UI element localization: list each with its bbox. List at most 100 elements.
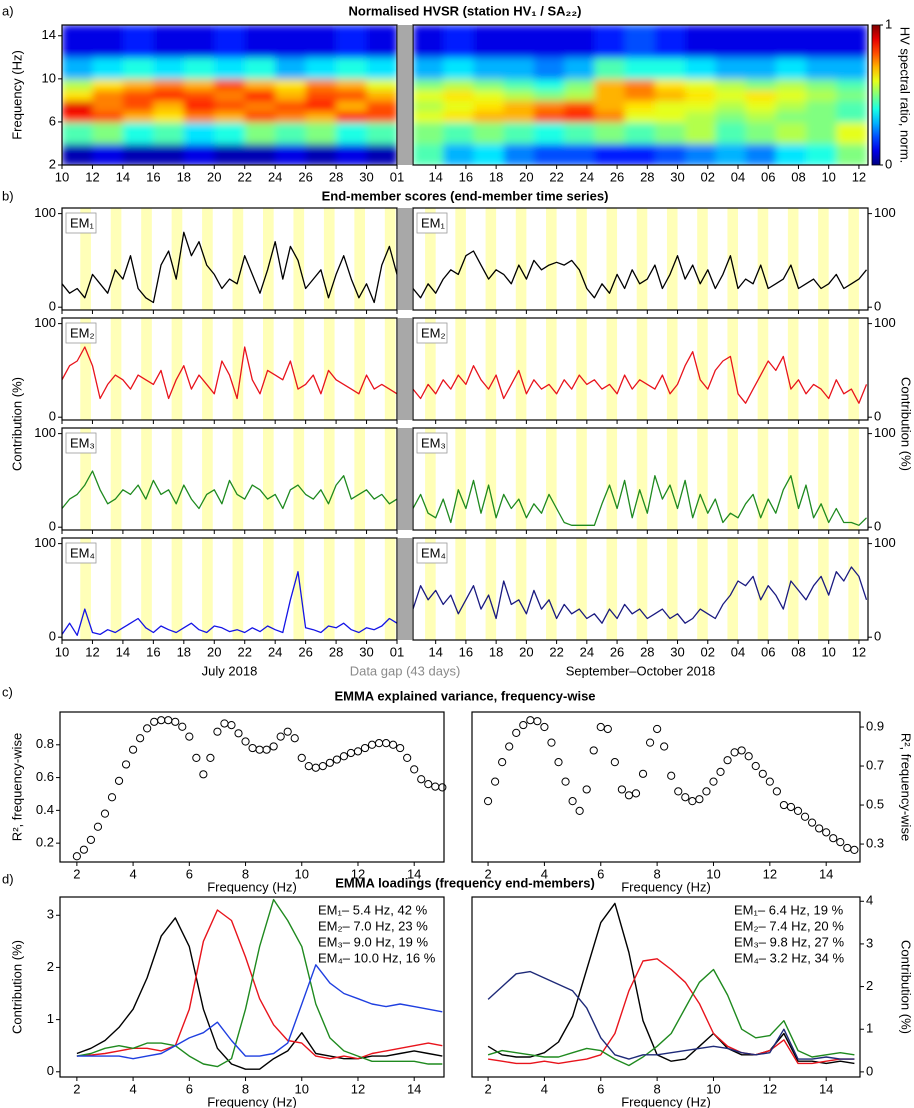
heatmap-cell bbox=[775, 57, 807, 80]
heatmap-cell bbox=[594, 143, 626, 165]
highlight-band bbox=[576, 208, 587, 310]
heatmap-cell bbox=[366, 89, 397, 101]
heatmap-cell bbox=[806, 143, 837, 165]
highlight-band bbox=[171, 428, 183, 530]
heatmap-cell bbox=[244, 57, 276, 80]
y-tick-label: 2 bbox=[47, 959, 54, 974]
point bbox=[346, 748, 356, 758]
point bbox=[234, 729, 243, 738]
highlight-band bbox=[202, 208, 213, 310]
highlight-band bbox=[848, 428, 859, 530]
heatmap-cell bbox=[153, 57, 185, 80]
frame bbox=[471, 711, 861, 863]
heatmap-cell bbox=[122, 78, 154, 91]
heatmap-cell bbox=[183, 89, 215, 101]
heatmap-cell bbox=[775, 111, 807, 123]
point bbox=[227, 721, 236, 730]
legend-entry: EM₄– 3.2 Hz, 34 % bbox=[734, 950, 845, 965]
heatmap-cell bbox=[836, 143, 868, 165]
frame bbox=[61, 317, 398, 421]
point bbox=[192, 753, 201, 763]
heatmap-cell bbox=[654, 57, 686, 80]
frame bbox=[61, 427, 398, 531]
x-tick-label: 22 bbox=[237, 169, 251, 184]
series-tag: EM₄ bbox=[421, 545, 446, 560]
highlight-band bbox=[546, 318, 557, 420]
point bbox=[389, 740, 398, 749]
point bbox=[403, 753, 412, 763]
plot-area bbox=[413, 428, 867, 530]
highlight-band bbox=[787, 208, 799, 310]
highlight-band bbox=[110, 538, 122, 640]
heatmap-cell bbox=[92, 111, 124, 123]
heatmap-cell bbox=[503, 78, 535, 91]
point bbox=[276, 732, 285, 741]
highlight-band bbox=[354, 538, 366, 640]
highlight-band bbox=[787, 538, 799, 640]
x-tick-label: 16 bbox=[146, 169, 160, 184]
x-tick-label: 02 bbox=[701, 169, 715, 184]
highlight-band bbox=[455, 538, 466, 640]
heatmap-cell bbox=[92, 78, 124, 91]
heatmap-cell bbox=[594, 121, 626, 145]
heatmap-cell bbox=[443, 78, 475, 91]
x-tick-label: 8 bbox=[242, 866, 249, 881]
x-tick-label: 28 bbox=[640, 644, 654, 659]
y-tick-label: 0.6 bbox=[36, 769, 54, 784]
x-tick-label: 28 bbox=[329, 644, 343, 659]
highlight-band bbox=[80, 428, 91, 530]
plot-area bbox=[62, 428, 397, 530]
heatmap-cell bbox=[336, 89, 368, 101]
heatmap-cell bbox=[122, 57, 154, 80]
axis-label: Frequency (Hz) bbox=[9, 50, 24, 140]
series-tag-box bbox=[65, 212, 97, 234]
data-gap bbox=[398, 208, 412, 310]
heatmap-cell bbox=[305, 57, 337, 80]
point bbox=[304, 761, 313, 771]
plot-area bbox=[487, 902, 855, 1067]
highlight-band bbox=[80, 318, 91, 420]
x-tick-label: 08 bbox=[791, 644, 805, 659]
heatmap-cell bbox=[715, 111, 747, 123]
heatmap-cell bbox=[715, 121, 747, 145]
point bbox=[822, 828, 831, 837]
point bbox=[793, 806, 803, 815]
y-tick-label: 100 bbox=[34, 425, 56, 440]
heatmap-cell bbox=[413, 57, 444, 80]
heatmap-cell bbox=[183, 111, 215, 123]
point bbox=[758, 769, 767, 778]
x-tick-label: 12 bbox=[351, 866, 365, 881]
heatmap-cell bbox=[366, 100, 397, 112]
series-line bbox=[62, 346, 397, 400]
x-tick-label: 20 bbox=[519, 169, 533, 184]
plot-area bbox=[413, 318, 868, 420]
highlight-band bbox=[848, 318, 859, 420]
x-tick-label: 14 bbox=[407, 1081, 421, 1096]
y-tick-label: 1 bbox=[47, 1011, 54, 1026]
point bbox=[603, 724, 612, 734]
y-tick-label: 3 bbox=[866, 935, 873, 950]
point bbox=[255, 745, 264, 754]
heatmap-cell bbox=[775, 78, 807, 91]
frame bbox=[412, 427, 869, 531]
colorbar-tick-label: 1 bbox=[885, 16, 892, 31]
x-tick-label: 30 bbox=[359, 169, 373, 184]
heatmap-cell bbox=[153, 78, 185, 91]
series-line bbox=[76, 917, 443, 1070]
heatmap-cell bbox=[275, 78, 307, 91]
y-tick-label: 2 bbox=[866, 978, 873, 993]
heatmap-cell bbox=[624, 57, 656, 80]
y-tick-label: 0.9 bbox=[866, 718, 884, 733]
highlight-band bbox=[354, 208, 366, 310]
legend-entry: EM₄– 10.0 Hz, 16 % bbox=[318, 950, 436, 965]
x-tick-label: 24 bbox=[268, 644, 282, 659]
heatmap-cell bbox=[654, 78, 686, 91]
point bbox=[533, 717, 542, 726]
point bbox=[220, 719, 229, 728]
point bbox=[575, 806, 584, 815]
series-line bbox=[413, 566, 868, 624]
highlight-band bbox=[818, 208, 829, 310]
heatmap-cell bbox=[745, 100, 777, 112]
point bbox=[241, 737, 250, 746]
